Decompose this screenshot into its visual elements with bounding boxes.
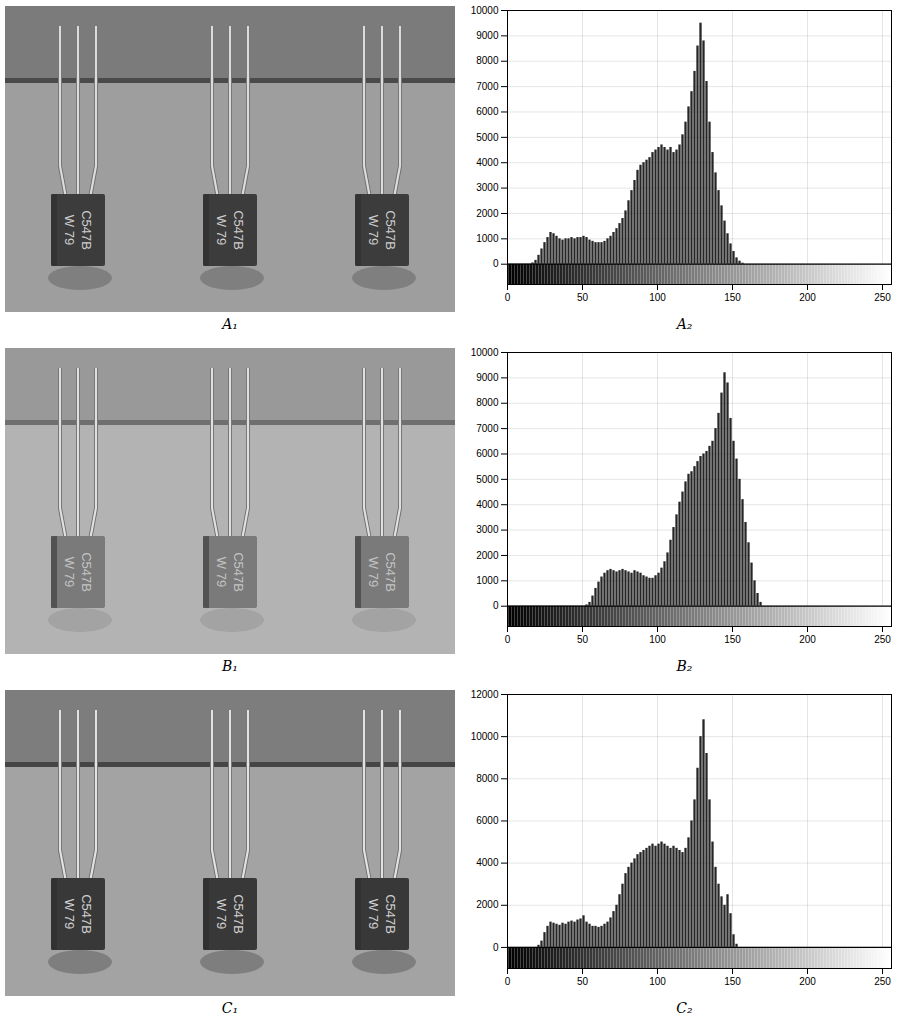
svg-text:W 79: W 79: [214, 899, 229, 929]
svg-text:10000: 10000: [470, 731, 498, 742]
svg-text:5000: 5000: [476, 474, 499, 485]
svg-text:6000: 6000: [476, 448, 499, 459]
svg-text:1000: 1000: [476, 233, 499, 244]
svg-text:2000: 2000: [476, 899, 499, 910]
svg-text:4000: 4000: [476, 857, 499, 868]
svg-text:6000: 6000: [476, 106, 499, 117]
svg-text:C547B: C547B: [79, 894, 94, 934]
html-text:C₂: C₂: [676, 1000, 693, 1016]
svg-text:0: 0: [504, 292, 510, 303]
svg-text:C547B: C547B: [383, 894, 398, 934]
svg-text:200: 200: [799, 976, 816, 987]
svg-text:C547B: C547B: [231, 210, 246, 250]
svg-text:5000: 5000: [476, 132, 499, 143]
svg-text:9000: 9000: [476, 372, 499, 383]
svg-text:10000: 10000: [470, 347, 498, 358]
svg-text:2000: 2000: [476, 208, 499, 219]
svg-text:200: 200: [799, 634, 816, 645]
svg-text:6000: 6000: [476, 815, 499, 826]
svg-text:150: 150: [724, 634, 741, 645]
svg-text:W 79: W 79: [366, 557, 381, 587]
html-text:B₁: B₁: [222, 658, 238, 674]
svg-text:4000: 4000: [476, 499, 499, 510]
svg-text:C547B: C547B: [231, 894, 246, 934]
svg-text:W 79: W 79: [366, 215, 381, 245]
svg-text:250: 250: [874, 976, 891, 987]
svg-text:C547B: C547B: [231, 552, 246, 592]
svg-text:250: 250: [874, 292, 891, 303]
html-text:C₁: C₁: [221, 1000, 239, 1016]
svg-text:W 79: W 79: [62, 215, 77, 245]
html-text:A₂: A₂: [676, 316, 693, 332]
svg-text:0: 0: [504, 634, 510, 645]
svg-text:100: 100: [649, 976, 666, 987]
svg-text:50: 50: [576, 976, 588, 987]
svg-text:0: 0: [492, 600, 498, 611]
svg-text:50: 50: [576, 634, 588, 645]
svg-text:9000: 9000: [476, 30, 499, 41]
svg-text:0: 0: [492, 942, 498, 953]
html-text:B₂: B₂: [676, 658, 693, 674]
svg-text:W 79: W 79: [62, 557, 77, 587]
svg-text:C547B: C547B: [383, 552, 398, 592]
svg-text:2000: 2000: [476, 550, 499, 561]
svg-text:250: 250: [874, 634, 891, 645]
svg-text:1000: 1000: [476, 575, 499, 586]
svg-text:150: 150: [724, 292, 741, 303]
svg-text:W 79: W 79: [214, 215, 229, 245]
svg-text:200: 200: [799, 292, 816, 303]
svg-text:C547B: C547B: [79, 552, 94, 592]
svg-text:0: 0: [492, 258, 498, 269]
svg-text:7000: 7000: [476, 81, 499, 92]
svg-text:W 79: W 79: [62, 899, 77, 929]
svg-text:150: 150: [724, 976, 741, 987]
svg-text:100: 100: [649, 292, 666, 303]
svg-text:W 79: W 79: [366, 899, 381, 929]
svg-text:8000: 8000: [476, 55, 499, 66]
svg-text:8000: 8000: [476, 773, 499, 784]
svg-text:0: 0: [504, 976, 510, 987]
html-text:A₁: A₁: [222, 316, 238, 332]
svg-text:100: 100: [649, 634, 666, 645]
svg-text:C547B: C547B: [79, 210, 94, 250]
svg-text:W 79: W 79: [214, 557, 229, 587]
svg-text:50: 50: [576, 292, 588, 303]
svg-text:3000: 3000: [476, 524, 499, 535]
svg-text:7000: 7000: [476, 423, 499, 434]
svg-text:C547B: C547B: [383, 210, 398, 250]
svg-text:12000: 12000: [470, 689, 498, 700]
svg-text:8000: 8000: [476, 397, 499, 408]
svg-text:3000: 3000: [476, 182, 499, 193]
svg-text:4000: 4000: [476, 157, 499, 168]
svg-text:10000: 10000: [470, 5, 498, 16]
